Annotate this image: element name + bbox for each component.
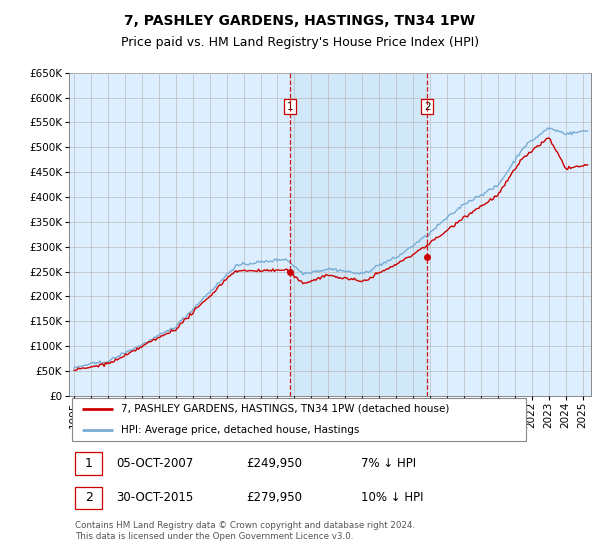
Text: 7% ↓ HPI: 7% ↓ HPI	[361, 457, 416, 470]
Text: HPI: Average price, detached house, Hastings: HPI: Average price, detached house, Hast…	[121, 425, 359, 435]
Text: 10% ↓ HPI: 10% ↓ HPI	[361, 492, 424, 505]
Text: 1: 1	[85, 457, 93, 470]
Text: £249,950: £249,950	[247, 457, 302, 470]
Text: 7, PASHLEY GARDENS, HASTINGS, TN34 1PW: 7, PASHLEY GARDENS, HASTINGS, TN34 1PW	[124, 14, 476, 28]
FancyBboxPatch shape	[75, 452, 103, 475]
Text: 2: 2	[424, 102, 430, 111]
FancyBboxPatch shape	[71, 398, 526, 441]
Text: 30-OCT-2015: 30-OCT-2015	[116, 492, 193, 505]
Text: Contains HM Land Registry data © Crown copyright and database right 2024.
This d: Contains HM Land Registry data © Crown c…	[75, 521, 415, 541]
Text: 05-OCT-2007: 05-OCT-2007	[116, 457, 193, 470]
FancyBboxPatch shape	[75, 487, 103, 509]
Text: 1: 1	[287, 102, 293, 111]
Text: Price paid vs. HM Land Registry's House Price Index (HPI): Price paid vs. HM Land Registry's House …	[121, 36, 479, 49]
Text: £279,950: £279,950	[247, 492, 302, 505]
Bar	[290, 73, 427, 396]
Text: 2: 2	[85, 492, 93, 505]
Text: 7, PASHLEY GARDENS, HASTINGS, TN34 1PW (detached house): 7, PASHLEY GARDENS, HASTINGS, TN34 1PW (…	[121, 404, 449, 413]
